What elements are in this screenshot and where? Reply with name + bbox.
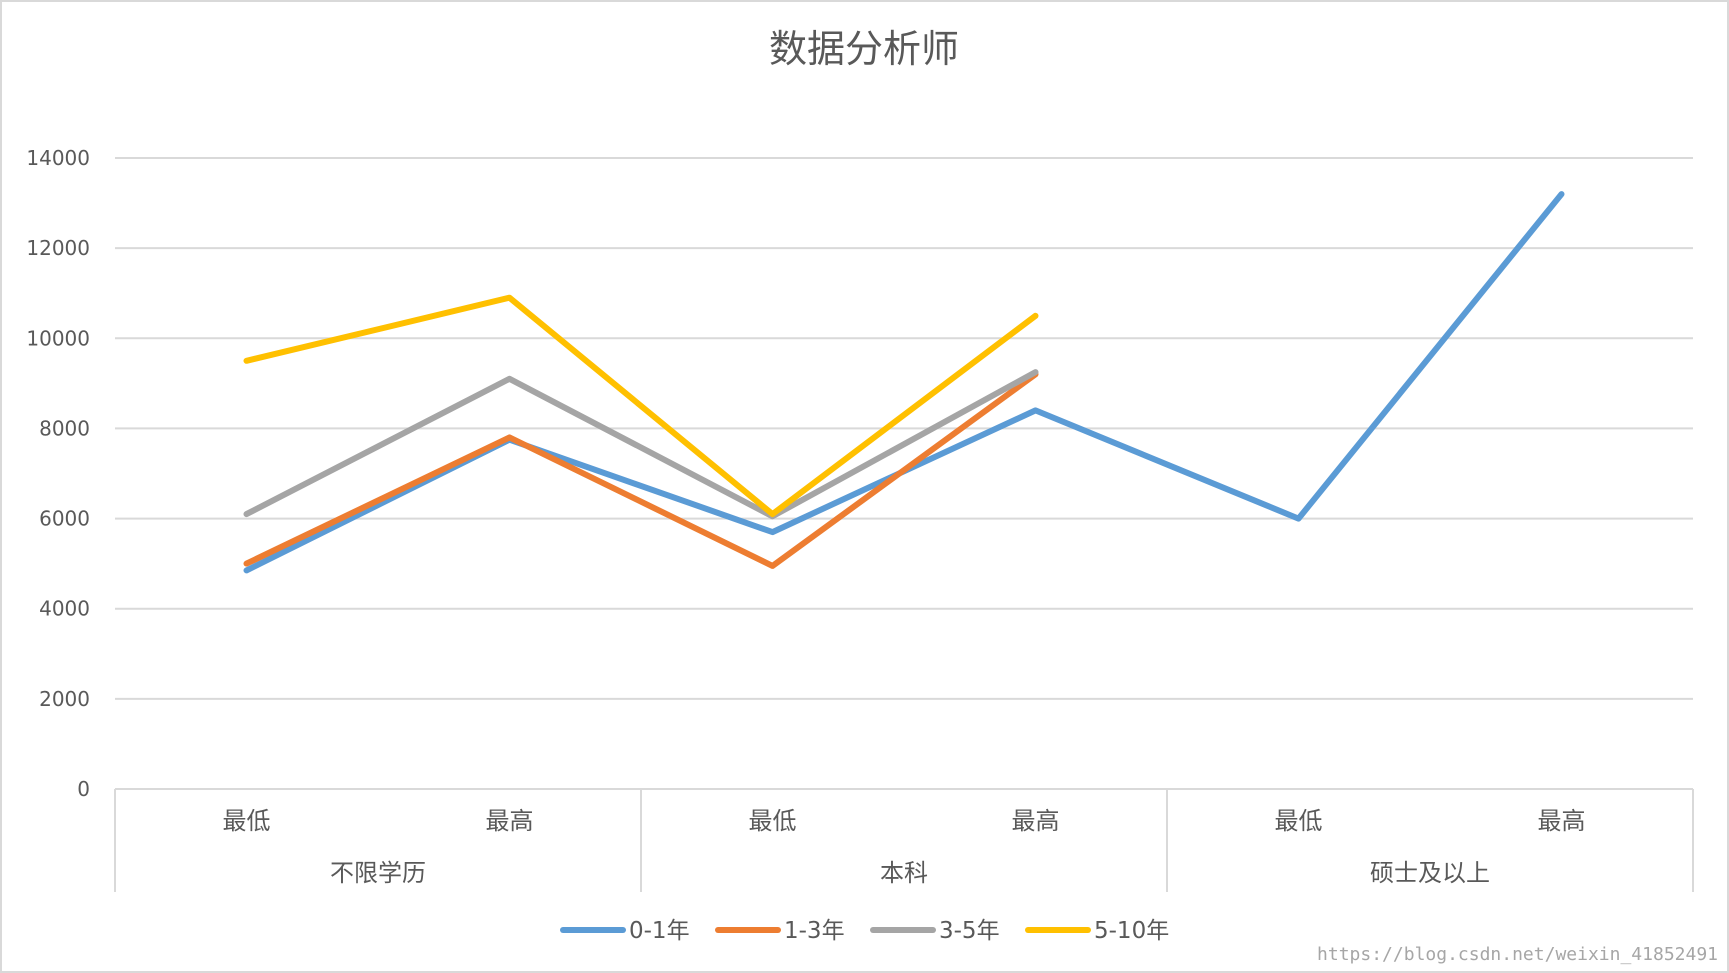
y-tick-label: 8000	[39, 416, 90, 440]
y-tick-label: 6000	[39, 507, 90, 531]
y-tick-label: 10000	[26, 326, 90, 350]
y-tick-label: 0	[77, 777, 90, 801]
legend-label: 5-10年	[1094, 918, 1169, 944]
x-tick-label: 最高	[1012, 807, 1060, 835]
y-tick-label: 4000	[39, 597, 90, 621]
x-tick-label: 最高	[1538, 807, 1586, 835]
legend-label: 0-1年	[629, 918, 690, 944]
legend: 0-1年 1-3年 3-5年 5-10年	[560, 918, 1169, 944]
x-tick-label: 最低	[223, 807, 271, 835]
series-line-1-3年	[243, 371, 1039, 569]
watermark-text: https://blog.csdn.net/weixin_41852491	[1317, 944, 1718, 965]
x-tick-label: 最低	[749, 807, 797, 835]
gridlines	[115, 157, 1693, 700]
series-lines	[243, 191, 1565, 574]
x-group-label: 硕士及以上	[1370, 859, 1490, 887]
x-tick-label: 最低	[1275, 807, 1323, 835]
series-line-3-5年	[243, 369, 1039, 520]
y-axis-tick-labels: 0 2000 4000 6000 8000 10000 12000 14000	[26, 146, 90, 801]
x-tick-label: 最高	[486, 807, 534, 835]
x-group-label: 本科	[880, 859, 928, 887]
legend-label: 1-3年	[784, 918, 845, 944]
y-tick-label: 14000	[26, 146, 90, 170]
legend-label: 3-5年	[939, 918, 1000, 944]
y-tick-label: 2000	[39, 687, 90, 711]
series-line-5-10年	[243, 294, 1039, 518]
chart-title: 数据分析师	[769, 27, 959, 71]
x-group-label: 不限学历	[330, 859, 426, 887]
y-tick-label: 12000	[26, 236, 90, 260]
